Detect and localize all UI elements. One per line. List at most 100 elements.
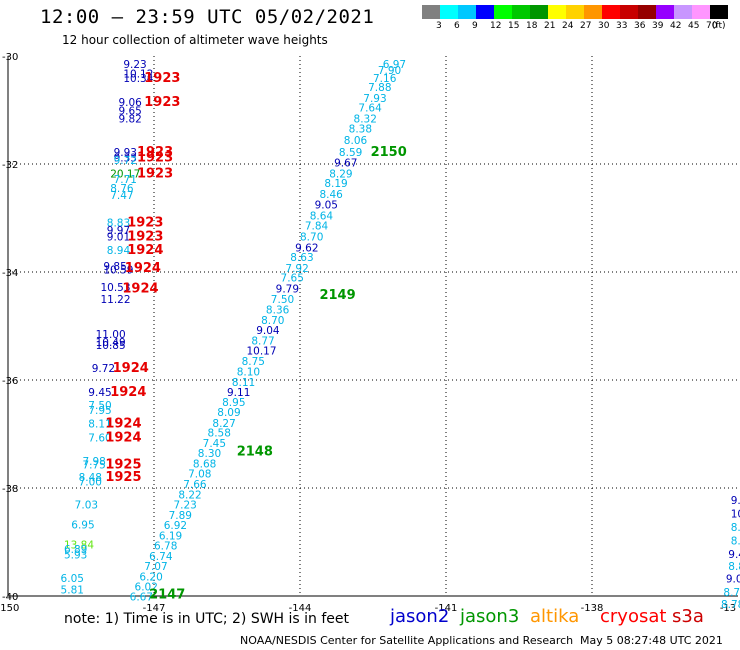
data-point-label: 8.59 <box>339 147 362 159</box>
data-point-label: 9.62 <box>295 242 318 254</box>
data-point-label: 6.78 <box>154 541 177 553</box>
legend-swatch <box>710 5 728 19</box>
data-point-label: 10.49 <box>96 337 126 349</box>
data-point-label: 8.7 <box>731 536 740 548</box>
data-point-label: 9.43 <box>728 549 740 561</box>
legend-label: 39 <box>652 21 664 31</box>
data-point-label: 6.92 <box>164 520 187 532</box>
data-point-label: 5.93 <box>64 550 87 562</box>
data-point-label: 8.78 <box>721 599 740 611</box>
data-point-label: 7.03 <box>75 500 98 512</box>
data-point-label: 9.05 <box>726 574 740 586</box>
legend-label: 30 <box>598 21 610 31</box>
data-point-label: 9.04 <box>256 325 280 337</box>
time-label: 1924 <box>105 431 141 446</box>
data-point-label: 8.32 <box>354 113 377 125</box>
legend-swatch <box>530 5 548 19</box>
data-point-label: 6.97 <box>383 59 406 71</box>
data-point-label: 8.06 <box>344 135 368 147</box>
legend-label: 42 <box>670 21 682 31</box>
data-point-label: 9.65 <box>118 105 141 117</box>
data-point-label: 8.10 <box>237 367 260 379</box>
data-point-label: 8.83 <box>107 218 130 230</box>
data-point-label: 9.23 <box>123 59 146 71</box>
x-tick-label: -138 <box>581 603 604 614</box>
data-point-label: 10.17 <box>246 346 276 358</box>
data-point-label: 10.12 <box>123 69 153 81</box>
data-point-label: 6.19 <box>159 530 182 542</box>
legend-label: 45 <box>688 21 700 31</box>
data-point-label: 8.11 <box>232 377 255 389</box>
data-point-label: 11.22 <box>100 294 130 306</box>
data-point-label: 9.33 <box>114 152 137 164</box>
y-tick-label: -30 <box>2 52 18 63</box>
legend-label: 36 <box>634 21 646 31</box>
page-title: 12:00 – 23:59 UTC 05/02/2021 <box>40 6 375 28</box>
satellite-label-jason2: jason2 <box>390 606 450 627</box>
data-point-label: 9.67 <box>334 158 357 170</box>
data-point-label: 7.95 <box>88 405 111 417</box>
data-point-label: 8.64 <box>310 211 334 223</box>
data-point-label: 9.82 <box>118 113 141 125</box>
time-label: 1924 <box>105 417 141 432</box>
time-label: 1923 <box>137 145 173 160</box>
data-point-label: 7.16 <box>373 73 397 85</box>
data-point-label: 8.71 <box>723 587 740 599</box>
data-point-label: 8.22 <box>178 489 201 501</box>
footer-date: May 5 08:27:48 UTC 2021 <box>580 634 723 647</box>
legend-label: 33 <box>616 21 628 31</box>
data-point-label: 8.09 <box>217 407 240 419</box>
data-point-label: 9.93 <box>114 147 137 159</box>
data-point-label: 7.47 <box>110 190 133 202</box>
time-label: 1923 <box>144 95 180 110</box>
footer-credit: NOAA/NESDIS Center for Satellite Applica… <box>240 634 574 647</box>
data-point-label: 11.00 <box>96 329 126 341</box>
data-point-label: 7.89 <box>169 510 192 522</box>
data-point-label: 5.81 <box>61 584 84 596</box>
data-point-label: 8.48 <box>79 472 102 484</box>
data-point-label: 9.05 <box>315 199 338 211</box>
legend-swatch <box>494 5 512 19</box>
data-point-label: 8.94 <box>107 245 131 257</box>
legend-swatch <box>566 5 584 19</box>
legend-swatch <box>602 5 620 19</box>
legend-swatch <box>638 5 656 19</box>
data-point-label: 8.68 <box>193 458 216 470</box>
legend-swatch <box>692 5 710 19</box>
data-point-label: 8.58 <box>208 428 231 440</box>
y-tick-label: -34 <box>2 268 18 279</box>
data-point-label: 7.08 <box>188 469 211 481</box>
legend-label: 12 <box>490 21 502 31</box>
time-label: 1925 <box>105 458 141 473</box>
legend-swatch <box>422 5 440 19</box>
data-point-label: 7.50 <box>271 294 294 306</box>
data-point-label: 10.34 <box>123 73 153 85</box>
satellite-label-altika: altika <box>530 606 580 627</box>
legend-label: 21 <box>544 21 556 31</box>
time-label: 1924 <box>125 261 161 276</box>
data-point-label: 7.75 <box>82 460 105 472</box>
data-point-label: 9.72 <box>92 363 115 375</box>
data-point-label: 7.50 <box>88 400 111 412</box>
data-point-label: 7.00 <box>79 476 102 488</box>
data-point-label: 8.95 <box>222 397 245 409</box>
legend-swatch <box>512 5 530 19</box>
data-point-label: 8.70 <box>300 232 323 244</box>
legend-swatch <box>584 5 602 19</box>
data-point-label: 6.02 <box>135 582 158 594</box>
legend-swatch <box>620 5 638 19</box>
data-point-label: 10 <box>731 509 740 521</box>
data-point-label: 7.60 <box>88 433 111 445</box>
data-point-label: 8.38 <box>349 124 372 136</box>
data-point-label: 8.36 <box>266 305 290 317</box>
data-point-label: 6.67 <box>130 591 153 603</box>
data-point-label: 8.11 <box>88 419 111 431</box>
data-point-label: 9.11 <box>227 387 250 399</box>
data-point-label: 6.89 <box>64 544 87 556</box>
x-tick-label: -147 <box>143 603 166 614</box>
legend-label: 27 <box>580 21 592 31</box>
legend-swatch <box>656 5 674 19</box>
legend-unit: (ft) <box>712 21 726 31</box>
data-point-label: 7.93 <box>363 93 386 105</box>
legend-swatch <box>674 5 692 19</box>
